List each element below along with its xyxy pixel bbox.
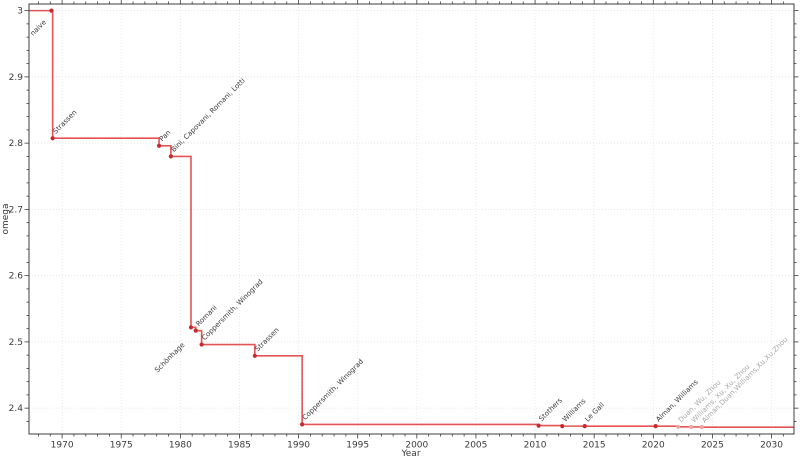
x-tick-label: 2025: [701, 441, 724, 451]
x-axis-title: Year: [400, 449, 420, 459]
line-layer: [29, 9, 794, 428]
marker-layer: [49, 8, 704, 430]
x-tick-label: 1990: [287, 441, 310, 451]
data-point-label: Williams: [561, 397, 588, 424]
data-point-marker: [582, 424, 587, 429]
frame-layer: [28, 3, 795, 435]
data-point-marker: [699, 425, 704, 430]
data-point-marker: [50, 136, 55, 141]
data-point-label: Williams, Xu, Xu, Zhou: [690, 363, 752, 425]
data-point-marker: [653, 424, 658, 429]
data-point-marker: [188, 325, 194, 330]
x-tick-label: 1995: [346, 441, 369, 451]
x-tick-label: 2020: [642, 441, 665, 451]
data-point-label: Le Gall: [583, 401, 606, 424]
x-tick-label: 1970: [51, 441, 74, 451]
data-point-label: Pan: [158, 129, 173, 144]
data-point-marker: [156, 143, 162, 148]
data-point-label: Coppersmith, Winograd: [301, 358, 365, 422]
data-point-marker: [536, 423, 541, 428]
data-point-label: Schönhage: [153, 341, 186, 374]
y-tick-label: 3: [17, 7, 23, 17]
data-point-marker: [49, 8, 54, 13]
x-tick-label: 2005: [464, 441, 487, 451]
data-point-marker: [689, 424, 694, 430]
data-point-label: Strassen: [51, 108, 78, 135]
y-tick-label: 2.6: [9, 272, 24, 282]
data-point-marker: [199, 342, 204, 347]
y-tick-label: 2.9: [9, 73, 24, 83]
tick-layer: 1970 1975 1980 1985 1990 1995 2000 2005 2010 2015…: [9, 0, 799, 451]
data-point-marker: [193, 328, 198, 333]
plot-frame: [28, 3, 795, 435]
y-axis-title: omega: [1, 203, 11, 234]
y-tick-label: 2.4: [9, 404, 24, 414]
data-point-label: Bini, Capovani, Romani, Lotti: [170, 77, 247, 154]
data-point-marker: [676, 424, 681, 429]
data-point-label: Strassen: [254, 326, 281, 353]
data-point-label: Alman,Duan,Williams,Xu,Xu,Zhou: [701, 336, 790, 425]
x-tick-label: 2010: [524, 441, 547, 451]
y-tick-label: 2.5: [9, 338, 23, 348]
y-tick-label: 2.8: [9, 139, 24, 149]
grid-layer: [29, 4, 794, 434]
x-tick-label: 2015: [583, 441, 606, 451]
x-tick-label: 1975: [110, 441, 133, 451]
data-point-marker: [300, 422, 305, 427]
x-tick-label: 2000: [405, 441, 428, 451]
data-point-marker: [168, 154, 173, 159]
y-tick-label: 2.7: [9, 205, 23, 215]
data-point-marker: [560, 424, 565, 429]
x-tick-label: 1985: [228, 441, 251, 451]
data-point-label: naive: [29, 18, 48, 37]
data-point-label: Stothers: [537, 396, 564, 423]
omega-step-line: [29, 9, 794, 428]
data-point-marker: [252, 353, 257, 358]
x-tick-label: 1980: [169, 441, 192, 451]
x-tick-label: 2030: [760, 441, 783, 451]
